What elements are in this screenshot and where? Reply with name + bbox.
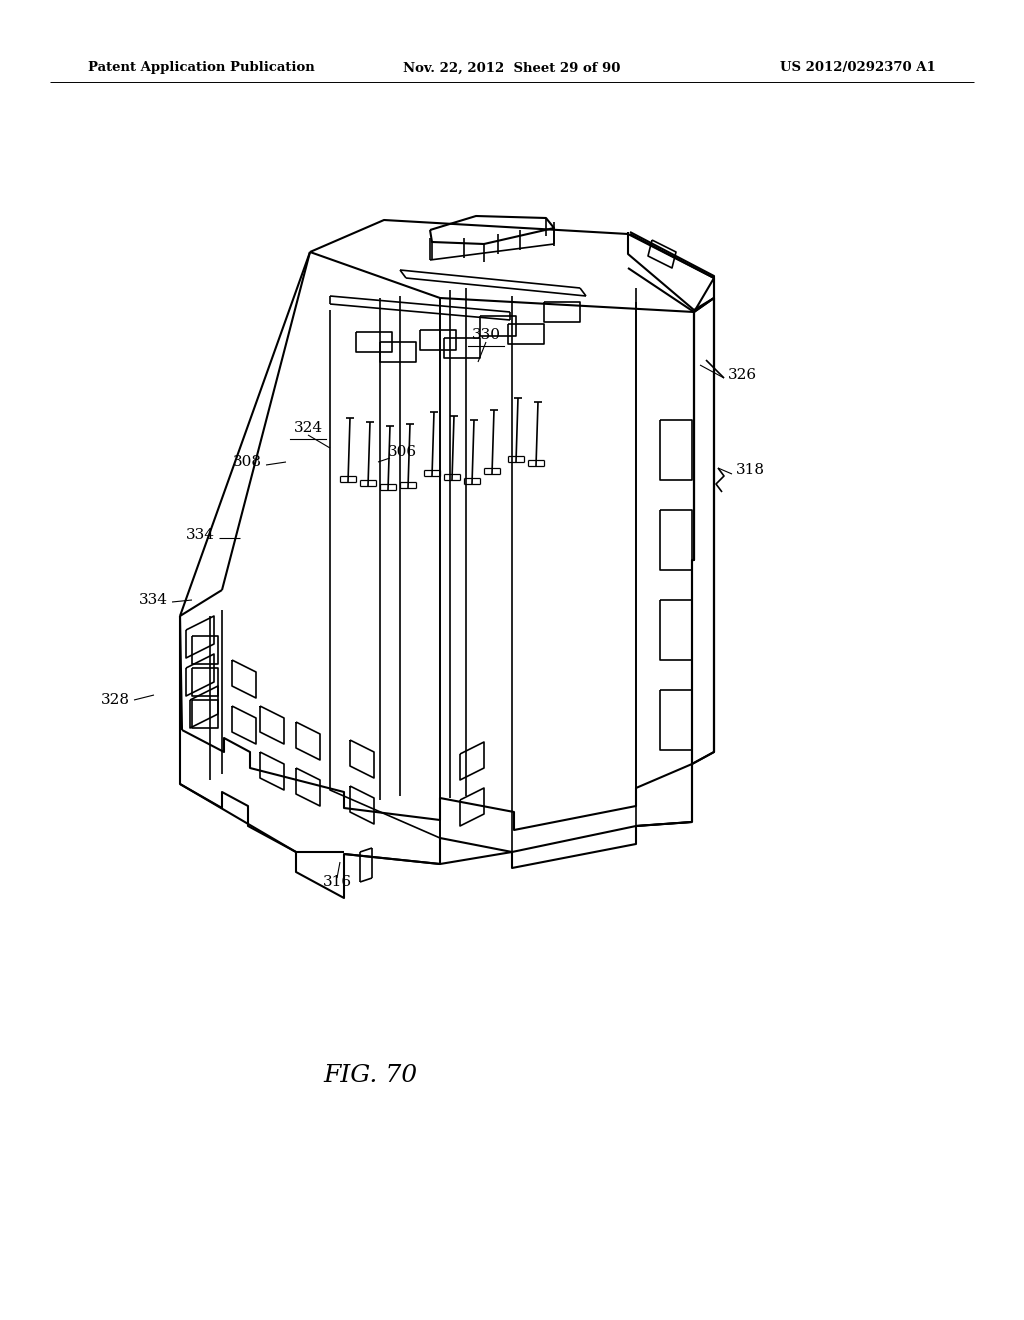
Text: 334: 334 — [186, 528, 215, 543]
Text: 308: 308 — [233, 455, 262, 469]
Text: 316: 316 — [323, 875, 351, 888]
Text: 318: 318 — [736, 463, 765, 477]
Text: 328: 328 — [101, 693, 130, 708]
Text: Nov. 22, 2012  Sheet 29 of 90: Nov. 22, 2012 Sheet 29 of 90 — [403, 62, 621, 74]
Text: US 2012/0292370 A1: US 2012/0292370 A1 — [780, 62, 936, 74]
Text: 334: 334 — [139, 593, 168, 607]
Text: FIG. 70: FIG. 70 — [323, 1064, 417, 1086]
Text: Patent Application Publication: Patent Application Publication — [88, 62, 314, 74]
Text: 324: 324 — [294, 421, 323, 436]
Text: 306: 306 — [388, 445, 417, 459]
Text: 330: 330 — [471, 327, 501, 342]
Text: 326: 326 — [728, 368, 757, 381]
